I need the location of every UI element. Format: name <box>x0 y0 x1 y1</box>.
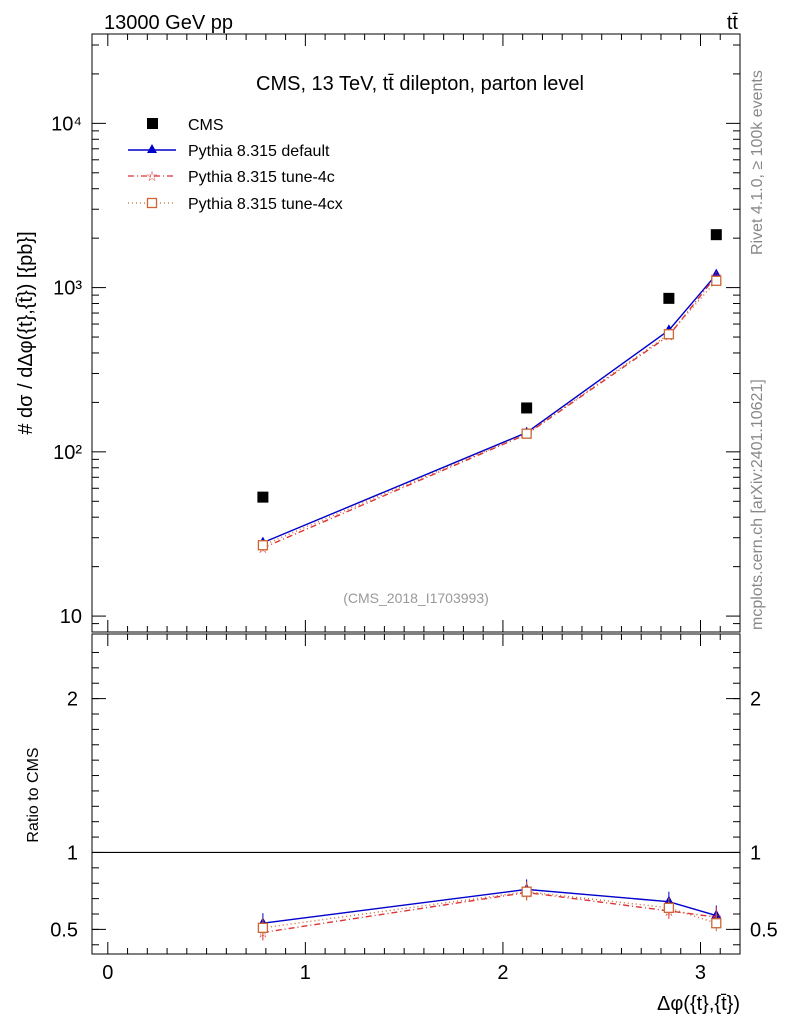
legend-marker-cms <box>147 118 158 129</box>
legend-label-default: Pythia 8.315 default <box>188 143 330 160</box>
ratio-y-tick-label-right: 1 <box>750 842 761 864</box>
x-tick-label: 1 <box>300 962 311 984</box>
series-line-pythia-8-315-default <box>262 274 717 544</box>
analysis-watermark: (CMS_2018_I1703993) <box>343 590 489 606</box>
y-tick-label: 10⁴ <box>51 113 82 135</box>
ratio-point-pythia-8-315-tune-4cx <box>257 922 269 933</box>
mcplots-source-label: mcplots.cern.ch [arXiv:2401.10621] <box>749 379 766 630</box>
data-point-pythia-8-315-default <box>711 268 722 278</box>
energy-label: 13000 GeV pp <box>104 12 233 34</box>
ratio-y-tick-label-right: 2 <box>750 689 761 711</box>
x-tick-label: 0 <box>102 962 113 984</box>
data-point-pythia-8-315-tune-4cx <box>663 329 675 340</box>
y-axis-label: # dσ / dΔφ({t},{t̄}) [{pb}] <box>15 231 37 434</box>
legend-label-tune-4cx: Pythia 8.315 tune-4cx <box>188 196 343 213</box>
rivet-version-label: Rivet 4.1.0, ≥ 100k events <box>749 70 766 255</box>
ratio-y-axis-label: Ratio to CMS <box>25 747 42 842</box>
data-point-cms <box>663 292 675 304</box>
legend-label-cms: CMS <box>188 117 224 134</box>
x-tick-label: 3 <box>695 962 706 984</box>
ratio-y-tick-label: 2 <box>67 689 78 711</box>
series-line-pythia-8-315-tune-4cx <box>262 280 717 546</box>
data-point-cms <box>521 402 533 414</box>
series-line-pythia-8-315-tune-4c <box>262 275 717 549</box>
ratio-point-pythia-8-315-tune-4cx <box>711 918 722 929</box>
x-axis-label: Δφ({t},{t̄}) <box>657 993 740 1015</box>
data-point-cms <box>257 491 269 503</box>
legend-label-tune-4c: Pythia 8.315 tune-4c <box>188 169 335 186</box>
y-tick-label: 10 <box>60 606 82 628</box>
ratio-line-pythia-8-315-default <box>262 888 717 924</box>
data-point-pythia-8-315-tune-4cx <box>521 428 532 439</box>
data-point-pythia-8-315-tune-4cx <box>711 275 722 286</box>
ratio-point-pythia-8-315-tune-4cx <box>663 902 675 913</box>
legend-marker-tune-4cx <box>146 197 158 209</box>
data-point-pythia-8-315-tune-4cx <box>257 540 269 551</box>
ratio-y-tick-label: 0.5 <box>50 919 78 941</box>
ratio-point-pythia-8-315-tune-4cx <box>521 886 532 897</box>
data-layer: ☆☆☆☆☆☆☆☆ <box>257 229 723 941</box>
axis-ticks-layer: 0 1 2 3 10 10² 10³ 10⁴ 0.5 0.5 1 1 2 2 <box>50 34 778 984</box>
legend-marker-default <box>147 144 157 153</box>
process-label: tt̄ <box>727 12 739 34</box>
chart-title: CMS, 13 TeV, tt̄ dilepton, parton level <box>256 73 584 95</box>
y-tick-label: 10³ <box>53 278 82 300</box>
ratio-line-pythia-8-315-tune-4c <box>262 891 717 934</box>
main-plot-frame <box>91 33 741 633</box>
x-tick-label: 2 <box>497 962 508 984</box>
legend: CMS Pythia 8.315 default ☆ Pythia 8.315 … <box>128 117 343 213</box>
y-tick-label: 10² <box>53 442 82 464</box>
legend-marker-tune-4c: ☆ <box>146 168 159 184</box>
data-point-cms <box>710 229 722 241</box>
ratio-y-tick-label: 1 <box>67 842 78 864</box>
ratio-y-tick-label-right: 0.5 <box>750 919 778 941</box>
ratio-plot-frame <box>91 633 741 955</box>
